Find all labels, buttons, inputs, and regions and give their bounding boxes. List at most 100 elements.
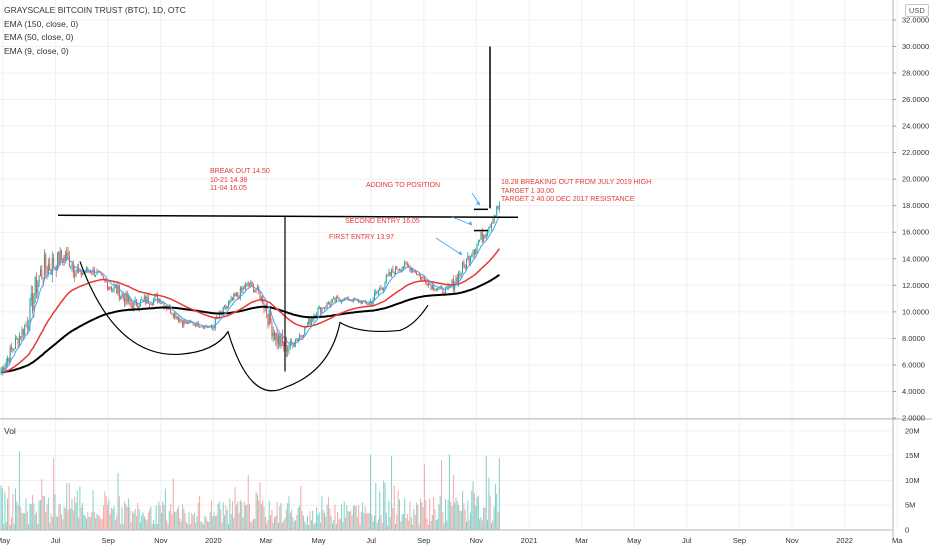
candle-body xyxy=(95,274,97,276)
candle-body xyxy=(24,326,26,335)
volume-bar xyxy=(447,500,449,530)
candle-body xyxy=(159,298,161,304)
volume-bar xyxy=(391,456,393,530)
volume-bar xyxy=(458,504,460,530)
candle-body xyxy=(59,250,61,265)
volume-bar xyxy=(214,515,216,530)
volume-bar xyxy=(25,498,27,530)
volume-bar xyxy=(74,496,76,530)
candle-body xyxy=(293,344,295,347)
candle-body xyxy=(163,302,165,308)
candle-body xyxy=(467,255,469,259)
currency-badge[interactable]: USD xyxy=(905,4,929,17)
candle-body xyxy=(47,264,49,274)
volume-bar xyxy=(145,518,147,530)
candle-body xyxy=(288,346,290,349)
volume-bar xyxy=(393,485,395,530)
legend-ema50[interactable]: EMA (50, close, 0) xyxy=(4,32,74,42)
candle-body xyxy=(316,314,318,317)
candle-body xyxy=(138,306,140,309)
candle-body xyxy=(274,332,276,340)
candle-body xyxy=(381,288,383,291)
volume-bar xyxy=(448,454,450,530)
volume-bar xyxy=(28,524,30,530)
candle-body xyxy=(39,269,41,276)
candle-body xyxy=(493,216,495,224)
volume-bar xyxy=(317,514,319,530)
volume-bar xyxy=(414,514,416,530)
price-tick-label: 32.0000 xyxy=(902,15,929,24)
time-tick-label: Sep xyxy=(417,536,430,545)
ema-lines xyxy=(0,215,501,373)
candle-body xyxy=(435,289,437,291)
volume-bar xyxy=(233,517,235,530)
time-tick-label: 2021 xyxy=(521,536,538,545)
volume-bar xyxy=(235,504,237,530)
candle-body xyxy=(326,302,328,308)
candle-body xyxy=(270,309,272,324)
volume-bar xyxy=(297,507,299,530)
volume-bar xyxy=(469,512,471,530)
candle-body xyxy=(145,296,147,304)
candle-body xyxy=(343,297,345,301)
volume-bar xyxy=(234,487,236,530)
volume-bar xyxy=(63,506,65,530)
volume-bar xyxy=(305,524,307,530)
volume-bar xyxy=(256,494,258,530)
legend-ema9[interactable]: EMA (9, close, 0) xyxy=(4,45,69,56)
candle-body xyxy=(128,297,130,302)
candle-body xyxy=(401,267,403,271)
candle-body xyxy=(329,303,331,306)
volume-bar xyxy=(383,480,385,530)
volume-bar xyxy=(483,507,485,530)
candle-body xyxy=(285,338,287,352)
volume-bar xyxy=(54,494,56,530)
legend-ema150[interactable]: EMA (150, close, 0) xyxy=(4,18,79,29)
volume-bar xyxy=(313,524,315,530)
candle-body xyxy=(108,286,110,290)
candle-body xyxy=(43,254,45,279)
price-tick-label: 4.0000 xyxy=(902,387,925,396)
volume-bar xyxy=(467,500,469,530)
volume-bar xyxy=(252,519,254,530)
candle-body xyxy=(300,335,302,337)
candle-body xyxy=(37,283,39,294)
candle-body xyxy=(330,301,332,306)
volume-bar xyxy=(163,504,165,530)
volume-bar xyxy=(181,503,183,530)
candle-body xyxy=(66,252,68,260)
volume-bar xyxy=(188,512,190,530)
volume-bar xyxy=(376,522,378,530)
volume-bar xyxy=(397,490,399,530)
volume-bar xyxy=(367,512,369,530)
candle-body xyxy=(396,266,398,270)
volume-bar xyxy=(263,506,265,530)
time-tick-label: 2022 xyxy=(836,536,853,545)
annotation-adding: ADDING TO POSITION xyxy=(366,182,441,189)
volume-bar xyxy=(459,510,461,530)
volume-bar xyxy=(212,515,214,530)
candle-body xyxy=(79,270,81,272)
candle-body xyxy=(62,258,64,263)
legend-title[interactable]: GRAYSCALE BITCOIN TRUST (BTC), 1D, OTC xyxy=(4,5,186,15)
candle-body xyxy=(245,284,247,289)
candle-body xyxy=(238,296,240,299)
volume-label[interactable]: Vol xyxy=(4,426,16,436)
candle-body xyxy=(192,322,194,325)
volume-bar xyxy=(210,500,212,530)
volume-bar xyxy=(158,501,160,530)
volume-bar xyxy=(493,506,495,530)
volume-bar xyxy=(12,493,14,530)
time-tick-label: Mar xyxy=(260,536,273,545)
candle-body xyxy=(487,231,489,234)
candle-body xyxy=(175,313,177,319)
candle-body xyxy=(143,296,145,300)
candle-body xyxy=(388,271,390,276)
candle-body xyxy=(476,244,478,250)
candle-body xyxy=(412,268,414,272)
volume-bar xyxy=(21,512,23,530)
volume-bar xyxy=(381,523,383,530)
candle-body xyxy=(239,287,241,299)
candle-body xyxy=(323,307,325,309)
candle-body xyxy=(201,326,203,328)
